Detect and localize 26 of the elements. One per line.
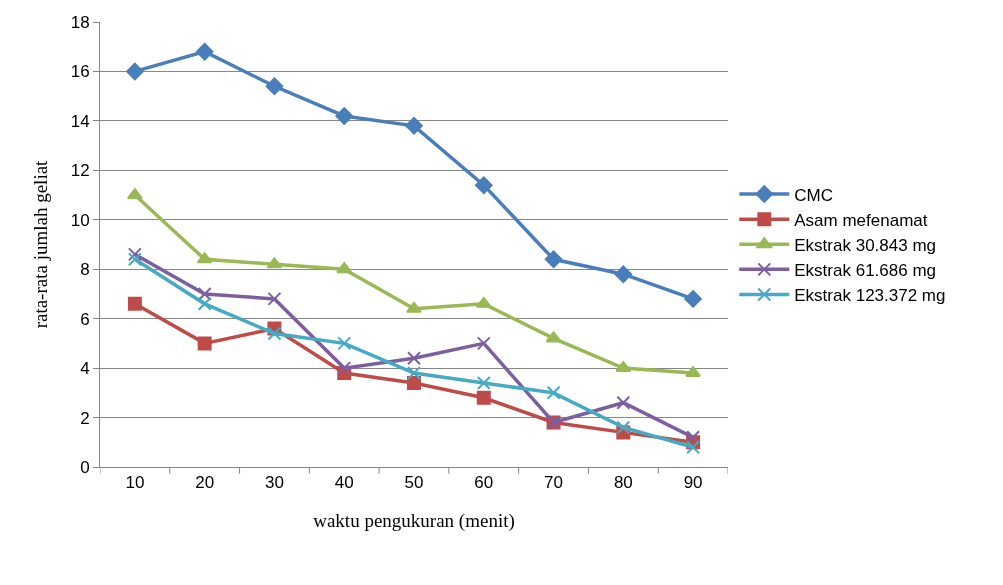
y-tick-label: 2 [80, 408, 90, 428]
y-tick-label: 12 [70, 161, 90, 181]
x-tick-label: 80 [613, 473, 633, 493]
x-tick-label: 10 [125, 473, 145, 493]
legend-label: Asam mefenamat [794, 210, 928, 230]
y-tick-label: 18 [70, 12, 90, 32]
x-tick-label: 60 [474, 473, 494, 493]
x-axis-title: waktu pengukuran (menit) [313, 510, 515, 533]
x-tick-label: 90 [683, 473, 703, 493]
x-tick-label: 70 [544, 473, 564, 493]
y-tick-label: 10 [70, 210, 90, 230]
x-tick-label: 30 [264, 473, 284, 493]
y-tick-label: 16 [70, 62, 90, 82]
legend-label: CMC [794, 185, 833, 205]
y-tick-label: 0 [80, 457, 90, 477]
legend-label: Ekstrak 30.843 mg [794, 235, 937, 255]
y-axis-title: rata-rata jumlah geliat [29, 159, 51, 329]
y-tick-label: 4 [80, 359, 90, 379]
legend-label: Ekstrak 123.372 mg [794, 286, 946, 306]
y-tick-label: 8 [80, 260, 90, 280]
y-tick-label: 14 [70, 111, 90, 131]
x-tick-label: 40 [334, 473, 354, 493]
x-tick-label: 20 [195, 473, 215, 493]
legend-label: Ekstrak 61.686 mg [794, 260, 937, 280]
y-tick-label: 6 [80, 309, 90, 329]
x-tick-label: 50 [404, 473, 424, 493]
